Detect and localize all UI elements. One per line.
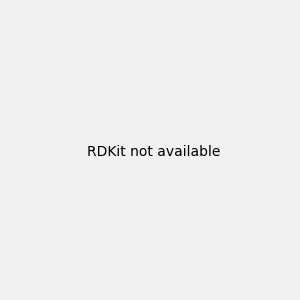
Text: RDKit not available: RDKit not available xyxy=(87,145,220,158)
